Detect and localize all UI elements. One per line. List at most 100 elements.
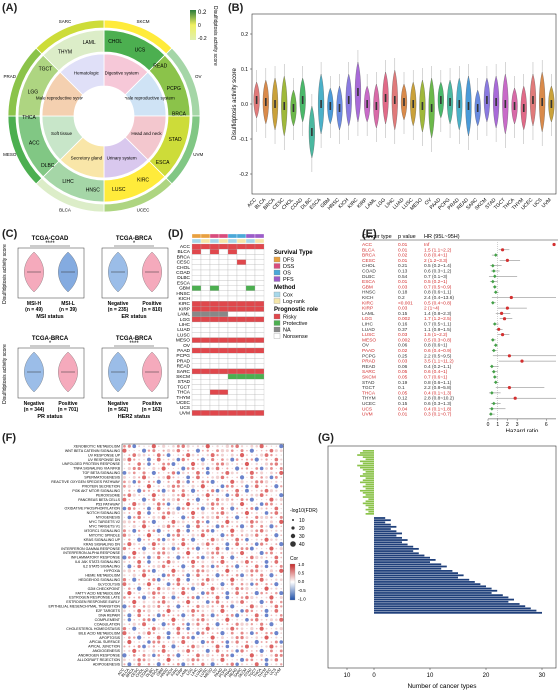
f-bubble <box>256 623 258 625</box>
circos-system-label: Head and neck <box>131 131 162 136</box>
d-cell <box>236 373 247 380</box>
d-cell <box>209 295 220 302</box>
f-bubble <box>245 595 249 600</box>
f-bubble <box>137 515 141 520</box>
f-bubble <box>265 627 268 630</box>
f-bubble <box>123 490 126 492</box>
circos-cancer-label: UCS <box>135 47 146 53</box>
f-bubble <box>157 560 160 564</box>
f-bubble <box>225 654 229 657</box>
f-bubble <box>171 568 176 573</box>
d-row-label: SARC <box>177 369 191 375</box>
f-bubble <box>211 507 215 510</box>
f-row-label: REACTIVE OXYGEN SPECIES PATHWAY <box>51 480 120 484</box>
f-bubble <box>215 475 220 480</box>
f-bubble <box>226 454 228 456</box>
f-bubble <box>148 650 150 652</box>
f-bubble <box>192 641 194 643</box>
d-legend-swatch <box>273 333 281 339</box>
d-row-label: LUAD <box>177 327 190 333</box>
f-bubble <box>187 489 189 492</box>
f-bubble <box>244 510 250 516</box>
f-bubble <box>187 556 190 559</box>
f-bubble <box>167 551 171 555</box>
f-bubble <box>215 515 220 520</box>
f-bubble <box>260 476 263 479</box>
f-bubble <box>177 587 180 590</box>
f-bubble <box>201 493 205 497</box>
f-bubble <box>205 520 210 524</box>
f-bubble <box>158 570 160 572</box>
e-point <box>502 317 507 321</box>
f-bubble <box>157 463 160 465</box>
f-bubble <box>158 498 160 501</box>
c-group-n: (n = 562) <box>108 407 129 413</box>
c-group-label: Negative <box>108 401 129 407</box>
e-pvalue: 0.25 <box>398 353 408 359</box>
f-bubble <box>152 663 155 666</box>
f-bubble <box>251 663 253 666</box>
f-bubble <box>141 546 147 551</box>
f-bubble <box>157 516 161 519</box>
f-bubble <box>251 539 253 541</box>
f-bubble <box>230 631 234 635</box>
f-bubble <box>274 658 279 662</box>
d-survival-cell <box>209 233 220 239</box>
f-bubble <box>147 587 150 590</box>
f-bubble <box>230 613 234 617</box>
f-bubble <box>133 583 135 585</box>
f-bubble <box>206 574 209 577</box>
f-bubble <box>137 658 141 662</box>
circos-cancer-label: LAML <box>83 40 96 46</box>
f-bubble <box>196 592 199 595</box>
g-bar-positive <box>374 607 531 610</box>
f-bubble <box>275 623 278 625</box>
f-bubble <box>187 583 190 586</box>
f-bubble <box>270 507 273 510</box>
d-cell <box>236 290 247 297</box>
f-bubble <box>245 636 249 640</box>
f-bubble <box>167 543 170 545</box>
f-bubble <box>123 543 126 546</box>
violin-box <box>384 94 387 102</box>
f-bubble <box>280 481 282 483</box>
f-row-label: KRAS SIGNALING UP <box>84 538 121 542</box>
f-bubble <box>221 530 224 532</box>
e-point <box>552 242 556 247</box>
f-col-label: PCPG <box>218 668 228 679</box>
e-pvalue: 0.37 <box>398 327 408 333</box>
f-bubble <box>280 454 282 456</box>
e-point <box>500 248 505 252</box>
circos-outer-cancer-label: SKCM <box>137 19 150 24</box>
f-bubble <box>186 453 191 458</box>
d-cell <box>218 332 229 338</box>
f-bubble <box>147 618 151 622</box>
f-bubble <box>143 494 145 496</box>
f-row-label: EPITHELIAL MESENCHYMAL TRANSITION <box>48 605 120 609</box>
f-bubble <box>190 461 196 467</box>
f-bubble <box>176 662 180 666</box>
f-bubble <box>192 507 194 510</box>
g-bar-negative <box>365 483 374 486</box>
e-cancer: ACC <box>362 242 373 248</box>
f-bubble <box>211 511 215 515</box>
f-bubble <box>265 525 268 528</box>
d-row-label: GBM <box>179 286 190 292</box>
f-row-label: BILE ACID METABOLISM <box>79 631 120 635</box>
f-bubble <box>225 493 230 498</box>
f-bubble <box>143 627 145 630</box>
d-cell <box>227 384 238 390</box>
f-bubble <box>221 489 224 492</box>
d-cell <box>200 295 211 302</box>
f-cor-tick: -0.5 <box>298 588 306 593</box>
panel-label-g: (G) <box>318 432 334 444</box>
legend-title: Disulfidptosis activity score <box>212 6 218 66</box>
f-bubble <box>196 556 200 559</box>
f-bubble <box>143 458 145 461</box>
f-bubble <box>128 587 131 590</box>
f-bubble <box>230 528 235 533</box>
f-bubble <box>260 636 263 639</box>
f-bubble <box>215 546 220 551</box>
g-bar-negative <box>365 471 374 473</box>
f-bubble <box>240 596 244 599</box>
